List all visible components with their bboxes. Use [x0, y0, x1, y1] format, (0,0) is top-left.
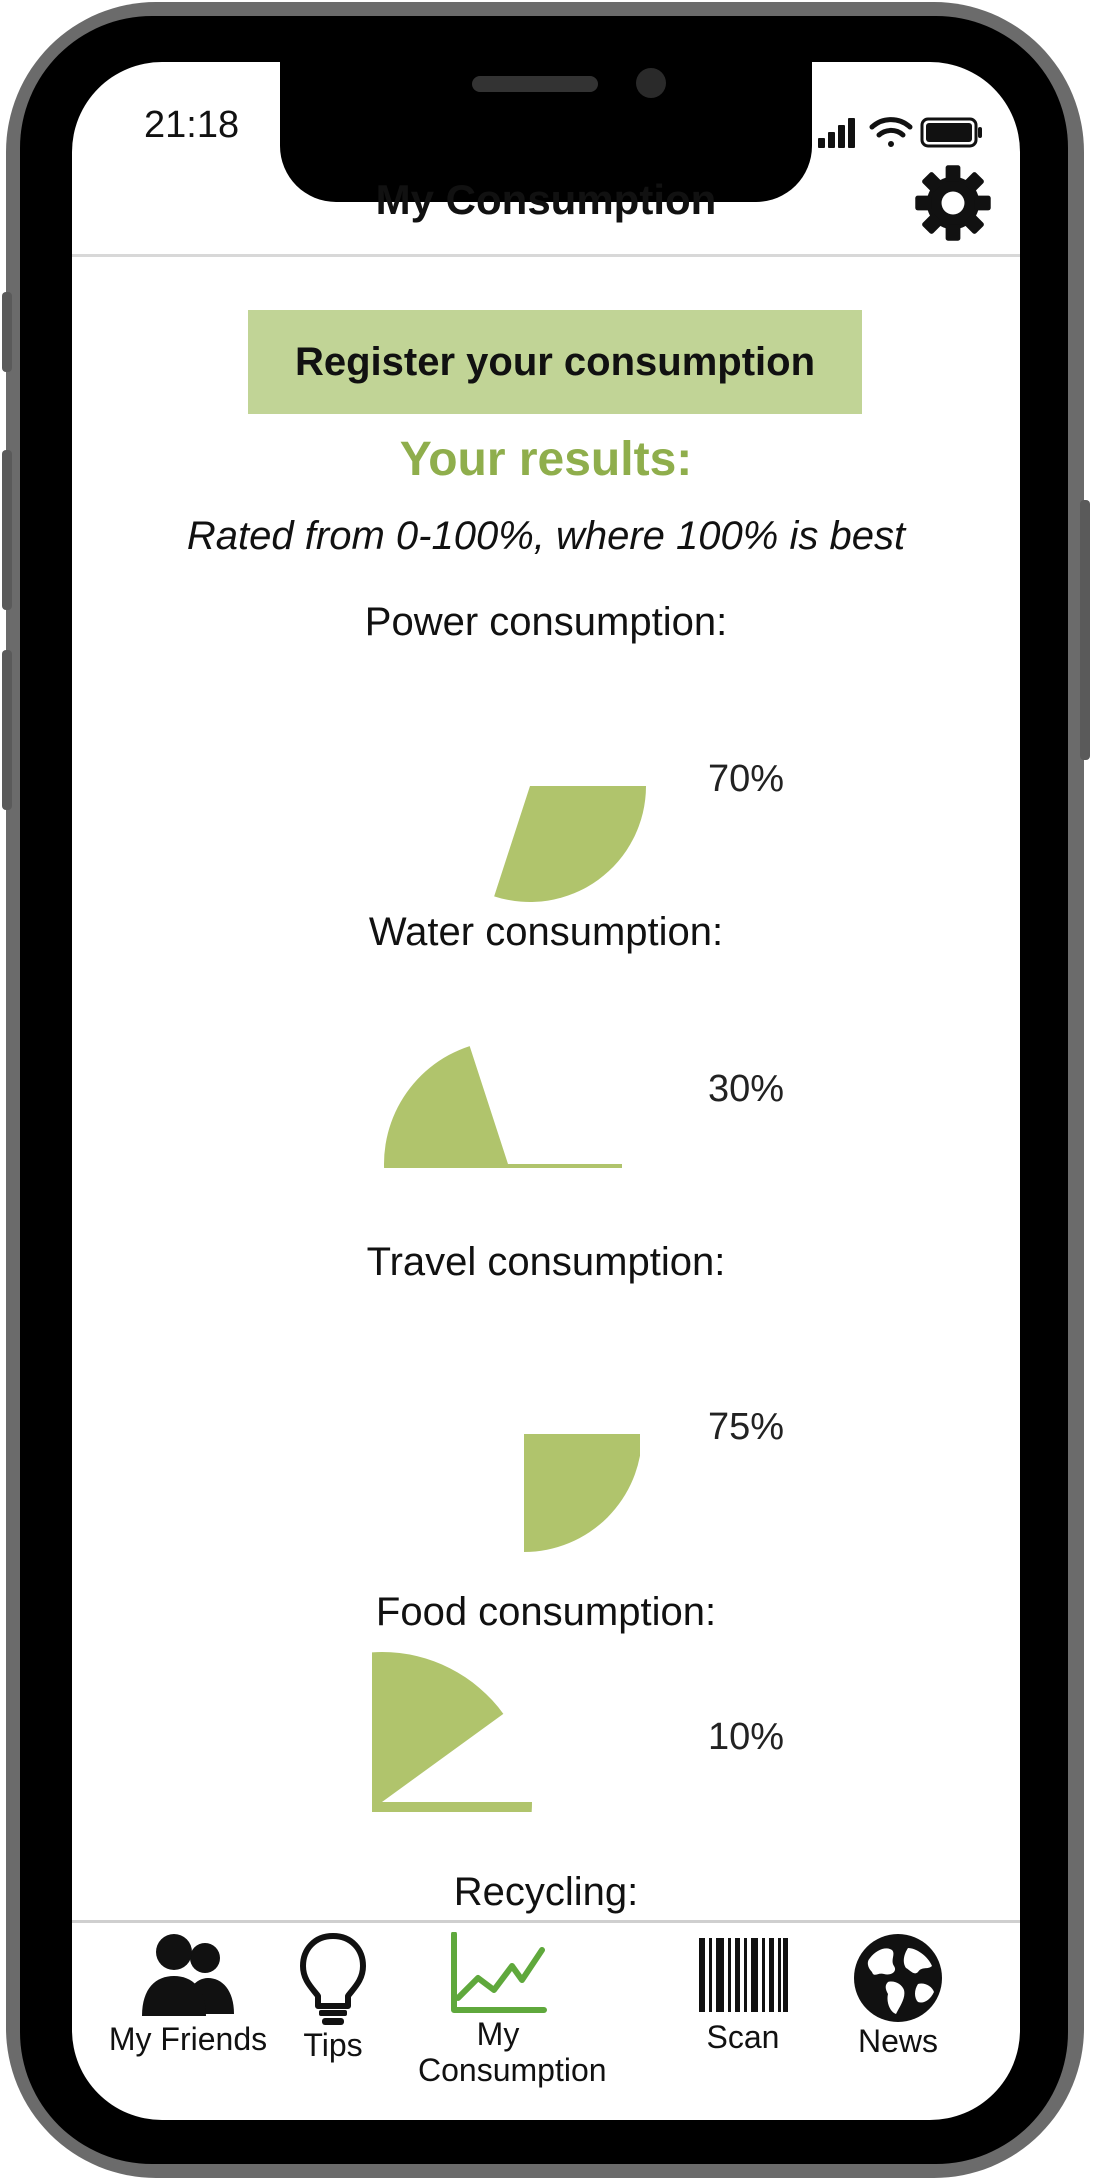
battery-icon	[920, 117, 982, 148]
lightbulb-icon	[300, 1933, 366, 2025]
settings-gear-icon[interactable]	[912, 162, 994, 244]
results-subtitle: Rated from 0-100%, where 100% is best	[186, 514, 906, 558]
tab-my-consumption[interactable]: My Consumption	[398, 1932, 607, 2092]
side-button	[2, 650, 12, 810]
status-time: 21:18	[144, 104, 240, 146]
tab-label: Scan	[706, 2019, 780, 2055]
travel-pie-chart	[524, 1434, 640, 1552]
tab-my-friends[interactable]: My Friends	[108, 1932, 268, 2092]
side-button	[1080, 500, 1090, 760]
water-pie-chart	[384, 1046, 622, 1168]
people-icon	[142, 1934, 234, 2016]
tab-label: Tips	[303, 2027, 363, 2063]
power-consumption-label: Power consumption:	[364, 600, 728, 644]
power-percent: 70%	[708, 758, 785, 800]
page-title: My Consumption	[375, 176, 717, 223]
barcode-icon	[699, 1938, 788, 2012]
water-consumption-label: Water consumption:	[368, 910, 724, 954]
wifi-icon	[869, 117, 913, 147]
water-pie-slice	[384, 1046, 622, 1168]
power-pie-chart	[494, 786, 646, 902]
tab-news[interactable]: News	[828, 1932, 968, 2092]
travel-consumption-label: Travel consumption:	[366, 1240, 726, 1284]
food-pie-slice	[372, 1652, 532, 1812]
line-chart-icon	[451, 1932, 547, 2013]
water-percent: 30%	[708, 1068, 785, 1110]
tab-bar-divider	[72, 1920, 1020, 1923]
app-screen: 21:18 My Consumption	[72, 62, 1020, 2120]
tab-label: My Consumption	[418, 2016, 607, 2088]
travel-pie-slice	[524, 1434, 640, 1552]
camera	[636, 68, 666, 98]
results-title: Your results:	[399, 433, 693, 486]
food-consumption-label: Food consumption:	[375, 1590, 717, 1634]
register-consumption-button[interactable]: Register your consumption	[248, 310, 862, 414]
tab-tips[interactable]: Tips	[268, 1932, 398, 2092]
header-divider	[72, 254, 1020, 257]
tab-label: My Friends	[108, 2021, 268, 2057]
notch	[280, 62, 812, 202]
power-pie-slice	[494, 786, 646, 902]
food-pie-chart	[372, 1652, 532, 1812]
side-button	[2, 450, 12, 610]
cellular-signal-icon	[818, 118, 855, 148]
food-percent: 10%	[708, 1716, 785, 1758]
tab-scan[interactable]: Scan	[678, 1932, 808, 2092]
recycling-label: Recycling:	[453, 1870, 639, 1914]
side-button	[2, 292, 12, 372]
tab-label: News	[857, 2023, 938, 2059]
speaker	[472, 76, 598, 92]
status-icons	[818, 117, 982, 148]
travel-percent: 75%	[708, 1406, 785, 1448]
globe-icon	[854, 1934, 942, 2022]
